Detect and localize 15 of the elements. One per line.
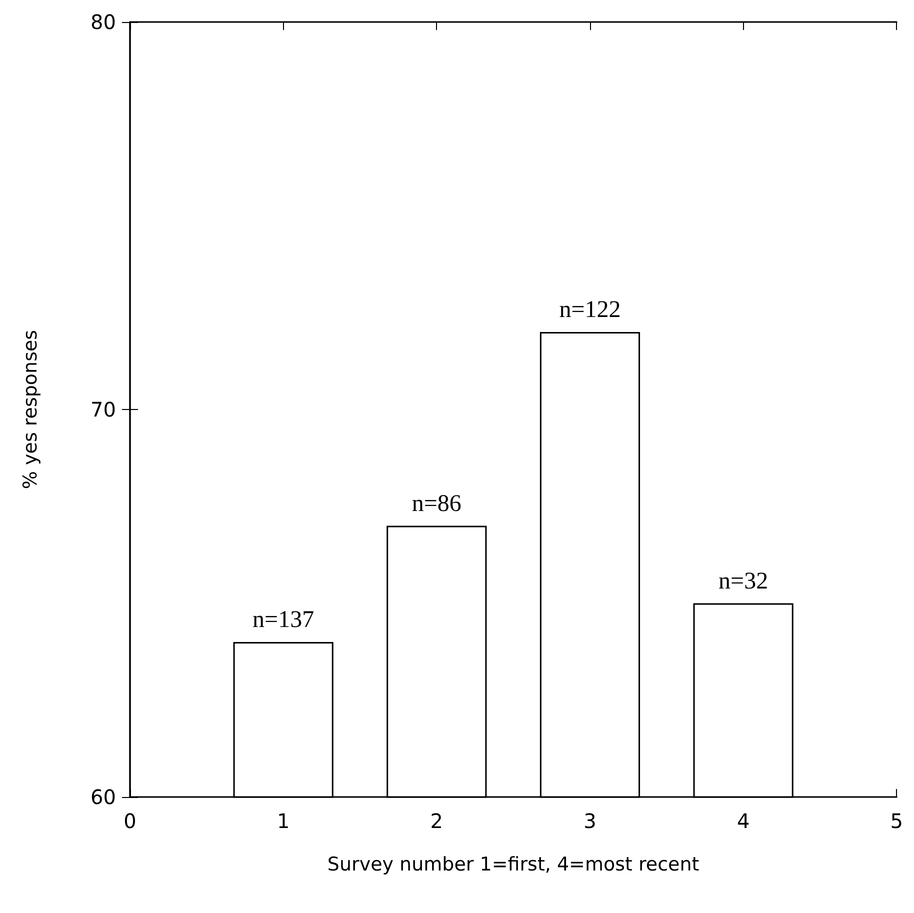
x-tick-label: 1 xyxy=(276,809,290,833)
y-tick-label: 70 xyxy=(90,398,116,422)
x-tick-label: 2 xyxy=(430,809,444,833)
annotation: n=32 xyxy=(718,568,768,594)
annotation: n=137 xyxy=(252,607,314,633)
x-tick-label: 5 xyxy=(890,809,904,833)
x-tick-label: 4 xyxy=(736,809,750,833)
annotation: n=86 xyxy=(412,490,462,517)
y-tick-label: 80 xyxy=(90,10,116,34)
x-tick-label: 3 xyxy=(584,809,596,833)
x-axis-title: Survey number 1=first, 4=most recent xyxy=(327,854,700,876)
y-axis-title: % yes responses xyxy=(20,330,42,490)
y-tick-label: 60 xyxy=(90,785,116,809)
annotation: n=122 xyxy=(559,297,621,323)
x-tick-label: 0 xyxy=(124,809,136,833)
